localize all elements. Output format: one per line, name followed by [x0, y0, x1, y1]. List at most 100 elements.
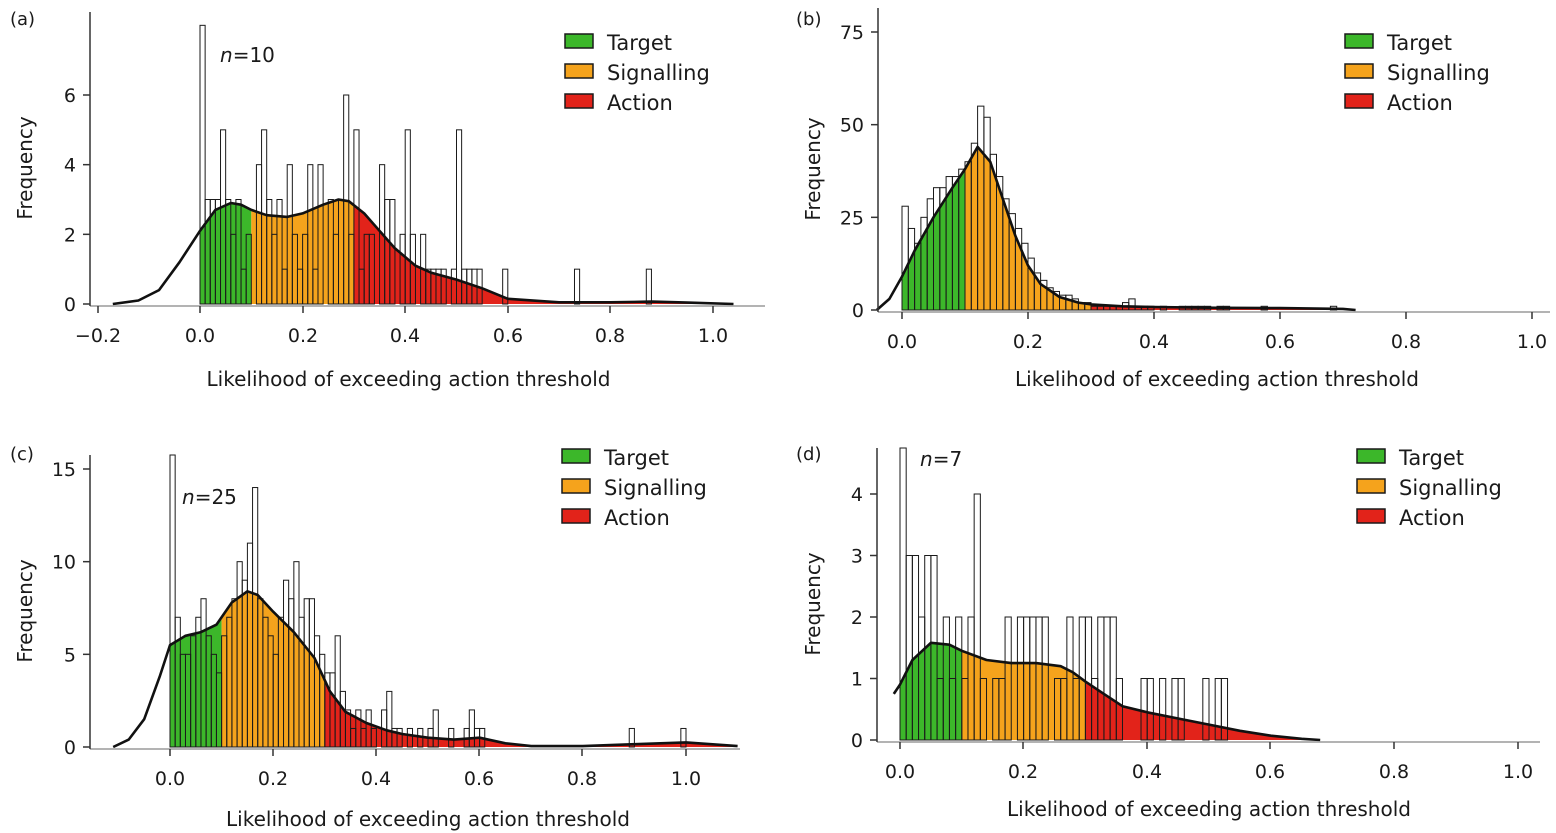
- y-tick-label: 0: [851, 730, 863, 752]
- x-tick-label: 0.6: [493, 325, 523, 347]
- hist-bar: [396, 727, 403, 748]
- legend-swatch: [1356, 448, 1386, 464]
- panel-tag: (b): [796, 9, 821, 30]
- density-curve: [112, 198, 734, 306]
- y-tick-label: 4: [851, 484, 863, 506]
- x-tick-label: 0.4: [1139, 331, 1169, 353]
- histogram: [899, 447, 1229, 741]
- chart-panel-a: −0.2 0.0 0.2 0.4 0.6 0.8 1.0 0 2 4 6 Likelihood of …: [10, 9, 765, 391]
- legend-swatch: [1344, 93, 1374, 109]
- y-axis-title: Frequency: [801, 552, 825, 655]
- hist-bar: [245, 233, 252, 305]
- legend-label: Signalling: [1399, 476, 1502, 500]
- panel-tag: (d): [796, 444, 821, 465]
- y-axis-title: Frequency: [801, 117, 825, 220]
- y-tick-label: 0: [64, 294, 76, 316]
- legend: Target Signalling Action: [1356, 446, 1502, 530]
- x-tick-label: 0.8: [1391, 331, 1421, 353]
- y-axis-title: Frequency: [13, 116, 37, 219]
- x-axis-title: Likelihood of exceeding action threshold: [207, 367, 611, 391]
- hist-bar: [370, 727, 377, 748]
- x-axis-title: Likelihood of exceeding action threshold: [1015, 367, 1419, 391]
- hist-bar: [1159, 678, 1167, 741]
- hist-bar: [456, 129, 463, 305]
- legend-swatch: [561, 448, 591, 464]
- hist-bar: [973, 493, 981, 741]
- panel-tag: (a): [10, 9, 35, 30]
- x-tick-label: 0.6: [1265, 331, 1295, 353]
- x-tick-label: 0.0: [155, 768, 185, 790]
- legend-swatch: [1344, 33, 1374, 49]
- y-tick-label: 75: [840, 22, 864, 44]
- y-tick-label: 2: [851, 607, 863, 629]
- hist-bar: [353, 129, 360, 305]
- y-tick-label: 25: [840, 207, 864, 229]
- x-tick-label: 0.2: [288, 325, 318, 347]
- x-tick-label: 0.0: [885, 761, 915, 783]
- legend-swatch: [1344, 63, 1374, 79]
- hist-bar: [368, 233, 375, 305]
- hist-bar: [1115, 678, 1123, 741]
- x-tick-label: 0.0: [887, 331, 917, 353]
- legend: Target Signalling Action: [564, 31, 710, 115]
- hist-bar: [628, 727, 635, 748]
- x-tick-label: 0.4: [361, 768, 391, 790]
- legend-label: Target: [1398, 446, 1464, 470]
- y-tick-label: 15: [52, 459, 76, 481]
- x-tick-label: −0.2: [75, 325, 121, 347]
- legend-label: Target: [603, 446, 669, 470]
- y-tick-label: 1: [851, 669, 863, 691]
- hist-bar: [404, 129, 411, 305]
- x-tick-label: 0.0: [185, 325, 215, 347]
- x-tick-label: 1.0: [671, 768, 701, 790]
- legend: Target Signalling Action: [1344, 31, 1490, 115]
- chart-panel-d: 0.0 0.2 0.4 0.6 0.8 1.0 0 1 2 3 4 Likelihood of exc…: [796, 444, 1540, 821]
- hist-bar: [169, 454, 176, 748]
- x-tick-label: 0.4: [1132, 761, 1162, 783]
- x-tick-label: 1.0: [698, 325, 728, 347]
- hist-bar: [409, 233, 416, 305]
- y-tick-label: 50: [840, 115, 864, 137]
- hist-bar: [680, 727, 687, 748]
- legend-label: Action: [1399, 506, 1465, 530]
- hist-bar: [406, 727, 414, 748]
- y-tick-label: 4: [64, 155, 76, 177]
- legend-label: Action: [604, 506, 670, 530]
- legend-swatch: [561, 478, 591, 494]
- hist-bar: [930, 555, 938, 741]
- hist-bar: [440, 268, 447, 305]
- chart-panel-c: 0.0 0.2 0.4 0.6 0.8 1.0 0 5 10 15 Likelihood of ex…: [10, 444, 740, 831]
- hist-bar: [276, 199, 283, 305]
- hist-bar: [573, 268, 581, 305]
- legend-label: Signalling: [604, 476, 707, 500]
- legend-swatch: [564, 93, 594, 109]
- legend: Target Signalling Action: [561, 446, 707, 530]
- n-annotation: n=10: [220, 43, 275, 67]
- y-tick-label: 10: [52, 552, 76, 574]
- legend-label: Target: [606, 31, 672, 55]
- x-tick-label: 0.6: [1255, 761, 1285, 783]
- hist-bar: [1004, 616, 1012, 741]
- y-tick-label: 6: [64, 85, 76, 107]
- legend-swatch: [564, 63, 594, 79]
- hist-bar: [307, 164, 314, 305]
- x-tick-label: 0.8: [567, 768, 597, 790]
- x-tick-label: 0.2: [1013, 331, 1043, 353]
- legend-swatch: [561, 508, 591, 524]
- legend-label: Signalling: [607, 61, 710, 85]
- density-curve: [875, 145, 1356, 312]
- x-tick-label: 0.8: [595, 325, 625, 347]
- x-tick-label: 0.6: [464, 768, 494, 790]
- legend-label: Target: [1386, 31, 1452, 55]
- x-tick-label: 0.2: [1008, 761, 1038, 783]
- hist-bar: [235, 199, 242, 305]
- y-tick-label: 0: [64, 737, 76, 759]
- legend-label: Signalling: [1387, 61, 1490, 85]
- x-tick-label: 0.4: [390, 325, 420, 347]
- y-tick-label: 5: [64, 644, 76, 666]
- hist-bar: [317, 164, 324, 305]
- x-axis-title: Likelihood of exceeding action threshold: [226, 807, 630, 831]
- density-curve: [112, 590, 738, 749]
- hist-bar: [502, 268, 509, 305]
- x-axis-title: Likelihood of exceeding action threshold: [1007, 797, 1411, 821]
